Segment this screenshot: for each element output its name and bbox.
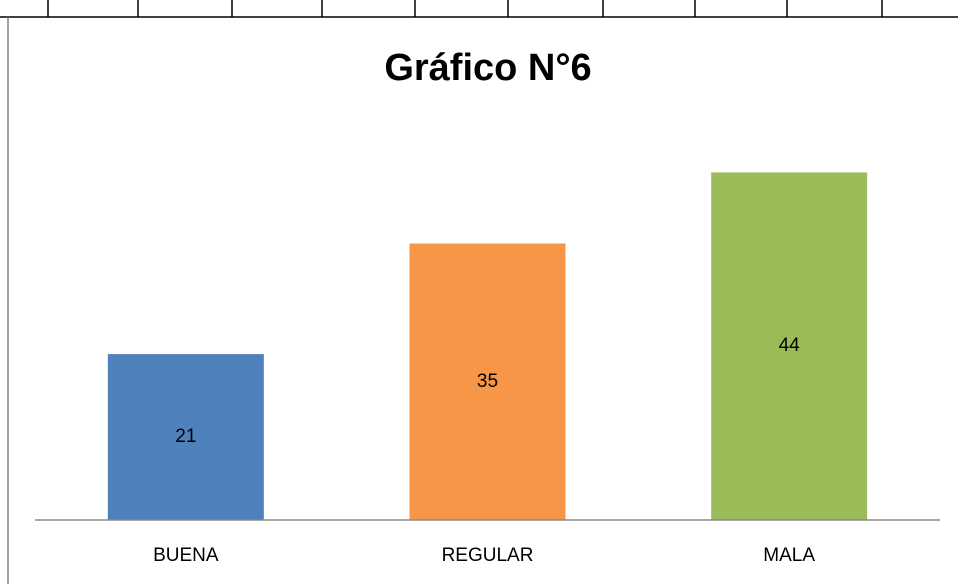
chart-title: Gráfico N°6 — [384, 47, 591, 89]
x-tick-label: BUENA — [153, 545, 219, 566]
data-label: 35 — [477, 371, 498, 392]
x-tick-label: MALA — [763, 545, 815, 566]
bar — [711, 172, 868, 520]
data-label: 21 — [175, 426, 196, 447]
bar — [107, 354, 264, 520]
bar — [409, 243, 566, 520]
x-tick-label: REGULAR — [442, 545, 534, 566]
data-label: 44 — [779, 335, 801, 356]
table-fragment — [0, 0, 958, 18]
